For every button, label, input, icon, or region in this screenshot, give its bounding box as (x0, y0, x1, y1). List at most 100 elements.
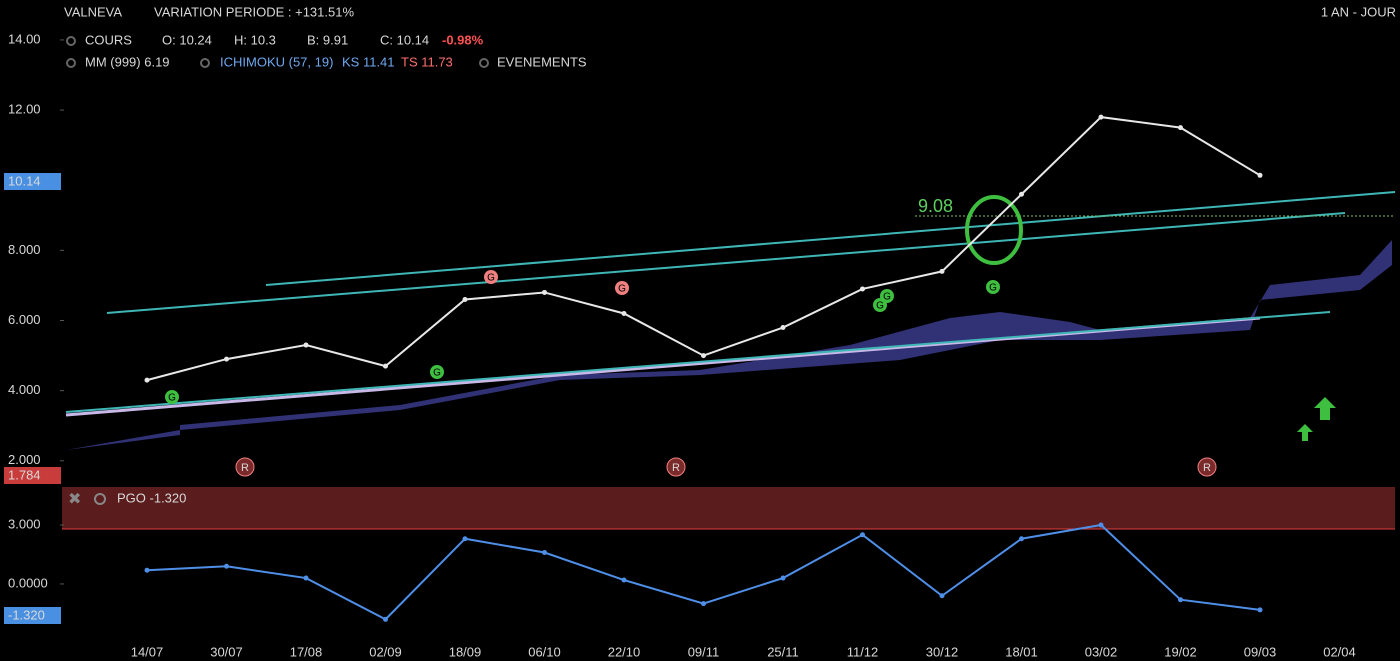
x-tick-label: 19/02 (1164, 644, 1197, 659)
arrow-up (1314, 397, 1336, 420)
x-tick-label: 30/07 (210, 644, 243, 659)
point (1098, 522, 1104, 528)
y-tick-label: 0.0000 (8, 575, 48, 590)
point (144, 377, 150, 383)
x-tick-label: 11/12 (847, 644, 879, 659)
signal-label: G (487, 273, 495, 284)
signal-icon (986, 280, 1000, 294)
point (383, 363, 388, 369)
point (462, 536, 468, 542)
events[interactable]: EVENEMENTS (497, 54, 587, 69)
signal-label: G (433, 368, 441, 379)
point (144, 567, 150, 573)
y-tick-label: 2.000 (8, 452, 41, 467)
event-icon (666, 457, 686, 477)
y-tick-label: 12.00 (8, 102, 41, 117)
x-tick-label: 18/09 (449, 644, 482, 659)
signal-icon (430, 365, 444, 379)
point (542, 549, 547, 555)
point (780, 575, 786, 581)
signal-label: G (876, 301, 884, 312)
x-tick-label: 02/09 (369, 644, 402, 659)
point (383, 616, 388, 622)
mm: MM (999) 6.19 (85, 54, 170, 69)
left-marker-box (4, 467, 61, 484)
point (780, 325, 786, 331)
signal-label: G (618, 284, 626, 295)
point (303, 575, 309, 581)
trend-line (65, 311, 1331, 413)
point (224, 563, 229, 569)
signal-icon (165, 390, 179, 404)
signal-icon (484, 270, 498, 284)
pgo-band (62, 487, 1395, 529)
pgo-marker: -1.320 (8, 607, 45, 622)
x-tick-label: 25/11 (767, 644, 799, 659)
period[interactable]: 1 AN - JOUR (1321, 4, 1396, 19)
y-tick-label: 3.000 (8, 516, 41, 531)
ks: KS 11.41 (342, 54, 395, 69)
cours-label: COURS (85, 32, 132, 47)
point (939, 268, 945, 274)
pgo-marker-box (4, 607, 61, 624)
annotation: 9.08 (918, 196, 953, 216)
point (939, 593, 945, 599)
x-tick-label: 14/07 (131, 644, 164, 659)
signal-label: G (883, 292, 891, 303)
gear-icon[interactable] (200, 58, 210, 68)
highlight-circle (965, 195, 1023, 265)
point (701, 601, 706, 607)
point (462, 296, 468, 302)
gear-icon[interactable] (66, 36, 76, 46)
change: -0.98% (442, 32, 484, 47)
y-tick-label: 14.00 (8, 31, 41, 46)
point (860, 286, 865, 292)
x-tick-label: 02/04 (1323, 644, 1356, 659)
point (224, 356, 229, 362)
close-icon[interactable]: ✖ (68, 491, 81, 508)
point (1178, 597, 1183, 603)
trend-line (106, 212, 1346, 314)
point (701, 353, 706, 359)
gear-icon[interactable] (66, 58, 76, 68)
signal-label: G (989, 283, 997, 294)
signal-label: G (168, 393, 176, 404)
x-tick-label: 09/11 (688, 644, 720, 659)
point (621, 577, 627, 583)
gear-icon[interactable] (479, 58, 489, 68)
y-tick-label: 8.000 (8, 242, 41, 257)
point (303, 342, 309, 348)
high: H: 10.3 (234, 32, 276, 47)
y-tick-label: 6.000 (8, 312, 41, 327)
point (1257, 172, 1263, 178)
x-tick-label: 06/10 (528, 644, 561, 659)
event-icon (1197, 457, 1217, 477)
price-marker-box (4, 173, 61, 190)
signal-icon (615, 281, 629, 295)
close: C: 10.14 (380, 32, 429, 47)
signal-icon (880, 289, 894, 303)
symbol: VALNEVA (64, 4, 122, 19)
point (1098, 114, 1104, 120)
x-tick-label: 09/03 (1244, 644, 1277, 659)
low: B: 9.91 (307, 32, 348, 47)
open: O: 10.24 (162, 32, 212, 47)
x-tick-label: 22/10 (608, 644, 641, 659)
event-label: R (1203, 462, 1211, 474)
point (1019, 536, 1024, 542)
y-tick-label: 4.000 (8, 382, 41, 397)
price-marker: 10.14 (8, 173, 41, 188)
pgo-label: PGO -1.320 (117, 490, 186, 505)
point (1019, 191, 1024, 197)
x-tick-label: 18/01 (1005, 644, 1038, 659)
event-icon (235, 457, 255, 477)
event-label: R (241, 462, 249, 474)
ts: TS 11.73 (401, 54, 453, 69)
arrow-up (1297, 424, 1313, 441)
gear-icon[interactable] (94, 493, 106, 505)
event-label: R (672, 462, 680, 474)
left-marker: 1.784 (8, 467, 41, 482)
x-tick-label: 17/08 (290, 644, 323, 659)
